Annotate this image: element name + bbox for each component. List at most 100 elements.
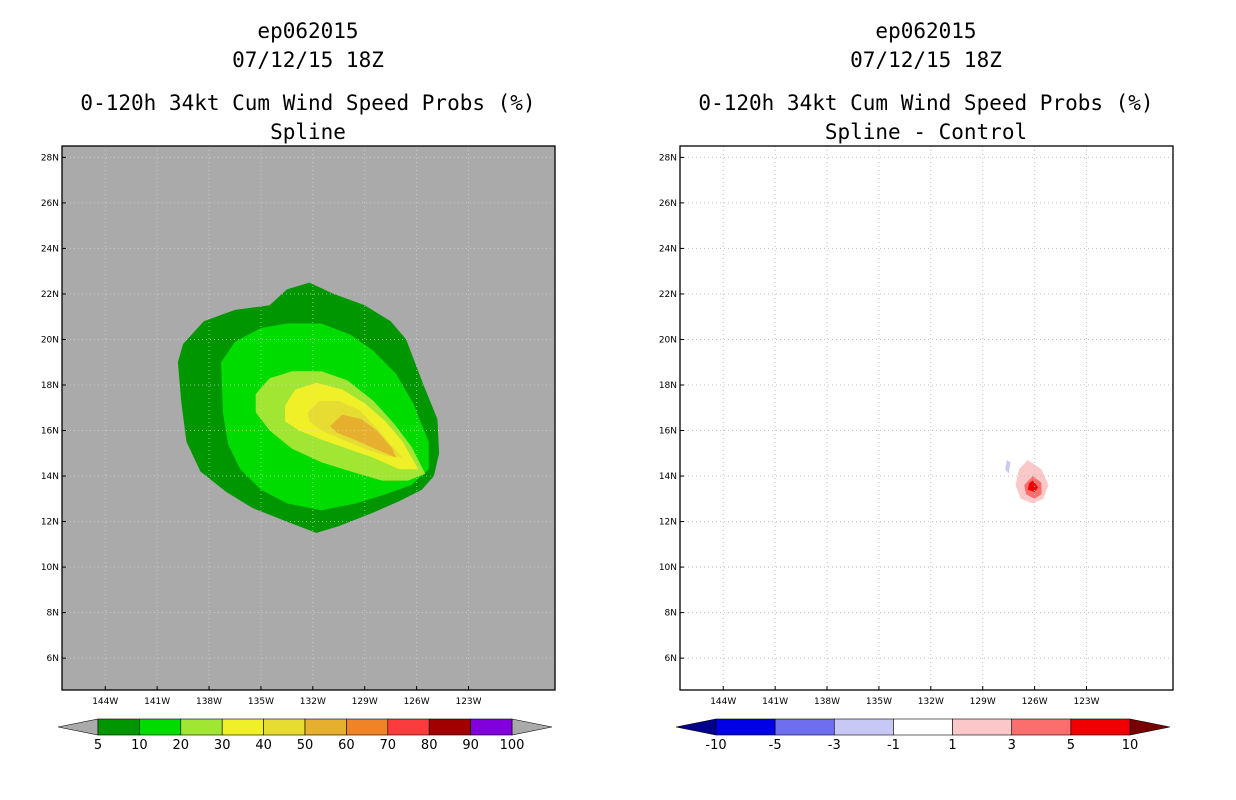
y-tick-label: 12N: [41, 518, 59, 528]
y-tick-label: 28N: [659, 153, 677, 163]
colorbar-label: -10: [705, 738, 726, 753]
colorbar-swatch: [387, 718, 430, 736]
colorbar-label: -5: [769, 738, 782, 753]
y-tick-label: 18N: [41, 381, 59, 391]
colorbar-swatch: [97, 718, 140, 736]
y-tick-label: 8N: [47, 609, 59, 619]
contour-fill-5-10: [1027, 480, 1039, 492]
colorbar-swatch: [139, 718, 182, 736]
colorbar-swatch: [952, 718, 1013, 736]
y-tick-label: 18N: [659, 381, 677, 391]
y-tick-label: 10N: [659, 563, 677, 573]
colorbar-start-triangle: [675, 718, 717, 736]
y-tick-label: 24N: [659, 244, 677, 254]
x-tick-label: 144W: [92, 697, 118, 707]
y-tick-label: 26N: [659, 199, 677, 209]
panel-2-storm-id: ep062015: [875, 19, 976, 43]
x-tick-label: 141W: [762, 697, 788, 707]
colorbar-start-triangle: [57, 718, 99, 736]
y-tick-label: 6N: [665, 654, 677, 664]
y-tick-label: 22N: [41, 290, 59, 300]
y-tick-label: 20N: [659, 335, 677, 345]
colorbar-label: 90: [462, 738, 479, 753]
panel-1-subtitle: Spline: [270, 120, 346, 144]
colorbar-label: 60: [338, 738, 355, 753]
colorbar-swatch: [470, 718, 513, 736]
y-tick-label: 16N: [41, 427, 59, 437]
colorbar-swatch: [715, 718, 776, 736]
colorbar-swatch: [893, 718, 953, 736]
x-tick-label: 135W: [866, 697, 892, 707]
x-tick-label: 126W: [404, 697, 430, 707]
map-panel-spline-minus-control: 144W 141W 138W 135W 132W 129W 126W 123W 6N 8N 10N 1…: [659, 145, 1174, 707]
y-tick-label: 6N: [47, 654, 59, 664]
colorbar-swatch: [221, 718, 264, 736]
x-tick-label: 138W: [196, 697, 222, 707]
panel-2-product-title: 0-120h 34kt Cum Wind Speed Probs (%): [698, 91, 1153, 115]
colorbar-label: 1: [948, 738, 956, 753]
colorbar-label: 5: [1067, 738, 1075, 753]
colorbar-label: 30: [214, 738, 231, 753]
contour-fill-50-60: [330, 414, 396, 458]
colorbar-swatch: [833, 718, 894, 736]
y-tick-label: 26N: [41, 199, 59, 209]
x-tick-label: 135W: [248, 697, 274, 707]
x-tick-label: 123W: [1073, 697, 1099, 707]
plot-frame: [61, 145, 556, 691]
colorbar-swatch: [428, 718, 471, 736]
plot-frame: [679, 145, 1174, 691]
panel-2-datetime: 07/12/15 18Z: [850, 48, 1002, 72]
y-tick-label: 14N: [659, 472, 677, 482]
colorbar-end-triangle: [511, 718, 553, 736]
colorbar-label: 50: [297, 738, 314, 753]
colorbar-label: 70: [380, 738, 397, 753]
colorbar-swatch: [346, 718, 389, 736]
colorbar-spline: 5 10 20 30 40 50 60 70 80 90 100: [57, 718, 553, 753]
colorbar-swatch: [180, 718, 223, 736]
colorbar-label: 80: [421, 738, 438, 753]
y-tick-label: 14N: [41, 472, 59, 482]
colorbar-swatch: [1011, 718, 1072, 736]
colorbar-label: 10: [131, 738, 148, 753]
colorbar-swatch: [263, 718, 306, 736]
colorbar-label: 5: [94, 738, 102, 753]
y-tick-label: 12N: [659, 518, 677, 528]
x-tick-label: 138W: [814, 697, 840, 707]
colorbar-label: 10: [1122, 738, 1139, 753]
colorbar-label: 20: [173, 738, 190, 753]
x-tick-label: 132W: [918, 697, 944, 707]
colorbar-swatch: [304, 718, 347, 736]
y-tick-label: 8N: [665, 609, 677, 619]
colorbar-difference: -10 -5 -3 -1 1 3 5 10: [675, 718, 1171, 753]
y-tick-label: 22N: [659, 290, 677, 300]
panel-1-datetime: 07/12/15 18Z: [232, 48, 384, 72]
panel-2-titles: ep062015 07/12/15 18Z 0-120h 34kt Cum Wi…: [698, 19, 1153, 144]
colorbar-end-triangle: [1129, 718, 1171, 736]
panel-1-storm-id: ep062015: [257, 19, 358, 43]
contour-fill--3--1: [1005, 460, 1011, 474]
colorbar-label: -3: [828, 738, 841, 753]
colorbar-label: 3: [1008, 738, 1016, 753]
y-tick-label: 28N: [41, 153, 59, 163]
x-tick-label: 132W: [300, 697, 326, 707]
plot-area-background: [680, 146, 1173, 690]
colorbar-swatch: [774, 718, 835, 736]
x-tick-label: 144W: [710, 697, 736, 707]
x-tick-label: 141W: [144, 697, 170, 707]
colorbar-label: -1: [887, 738, 900, 753]
panel-2-subtitle: Spline - Control: [825, 120, 1027, 144]
y-tick-label: 24N: [41, 244, 59, 254]
panel-1-product-title: 0-120h 34kt Cum Wind Speed Probs (%): [80, 91, 535, 115]
y-tick-label: 16N: [659, 427, 677, 437]
map-panel-spline: 144W 141W 138W 135W 132W 129W 126W 123W 6N 8N 10N 1…: [41, 145, 556, 707]
colorbar-label: 100: [500, 738, 525, 753]
x-tick-label: 126W: [1022, 697, 1048, 707]
x-tick-label: 129W: [352, 697, 378, 707]
panel-1-titles: ep062015 07/12/15 18Z 0-120h 34kt Cum Wi…: [80, 19, 535, 144]
colorbar-label: 40: [255, 738, 272, 753]
x-tick-label: 123W: [455, 697, 481, 707]
y-tick-label: 10N: [41, 563, 59, 573]
y-tick-label: 20N: [41, 335, 59, 345]
colorbar-swatch: [1070, 718, 1131, 736]
